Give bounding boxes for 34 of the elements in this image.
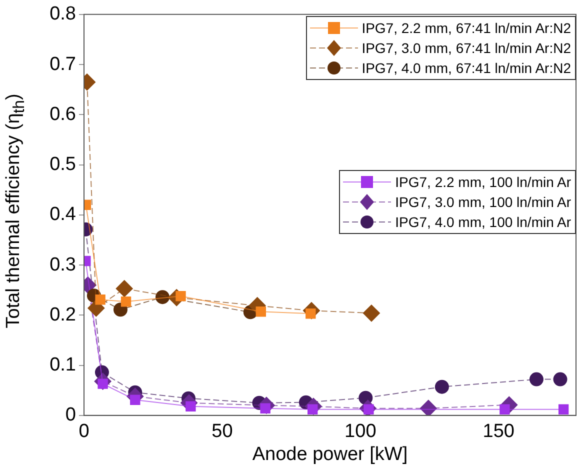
point	[558, 404, 569, 414]
y-tick-label: 0.3	[50, 254, 76, 276]
point	[420, 400, 437, 416]
y-tick-label: 0.4	[50, 204, 76, 226]
legend-label: IPG7, 4.0 mm, 67:41 ln/min Ar:N2	[362, 60, 571, 76]
y-tick-label: 0.2	[50, 304, 76, 326]
point	[434, 380, 449, 394]
x-tick-label: 150	[482, 421, 514, 442]
point	[256, 306, 266, 317]
legend-label: IPG7, 3.0 mm, 67:41 ln/min Ar:N2	[362, 40, 571, 56]
point	[120, 296, 132, 307]
legend-label: IPG7, 3.0 mm, 100 ln/min Ar	[395, 194, 571, 210]
point	[553, 372, 568, 386]
y-tick-label: 0.7	[50, 54, 76, 75]
y-tick-label: 0.8	[50, 4, 76, 25]
point	[156, 290, 170, 304]
point	[95, 294, 106, 305]
point	[362, 304, 380, 322]
y-tick-label: 0.5	[50, 154, 76, 176]
point	[176, 291, 186, 302]
legend-label: IPG7, 2.2 mm, 100 ln/min Ar	[395, 174, 571, 190]
x-tick-label: 100	[344, 421, 376, 442]
x-tick-label: 0	[78, 421, 90, 442]
y-tick-label: 0.6	[50, 104, 76, 125]
point	[130, 394, 140, 405]
legend-label: IPG7, 4.0 mm, 100 ln/min Ar	[395, 214, 571, 230]
point	[116, 280, 133, 298]
y-tick-label: 0.1	[50, 354, 76, 376]
point	[113, 302, 128, 317]
legend-label: IPG7, 2.2 mm, 67:41 ln/min Ar:N2	[362, 20, 571, 36]
x-tick-label: 50	[212, 421, 233, 442]
point	[529, 372, 544, 386]
y-tick-label: 0	[65, 404, 76, 426]
x-axis-title: Anode power [kW]	[252, 444, 408, 465]
